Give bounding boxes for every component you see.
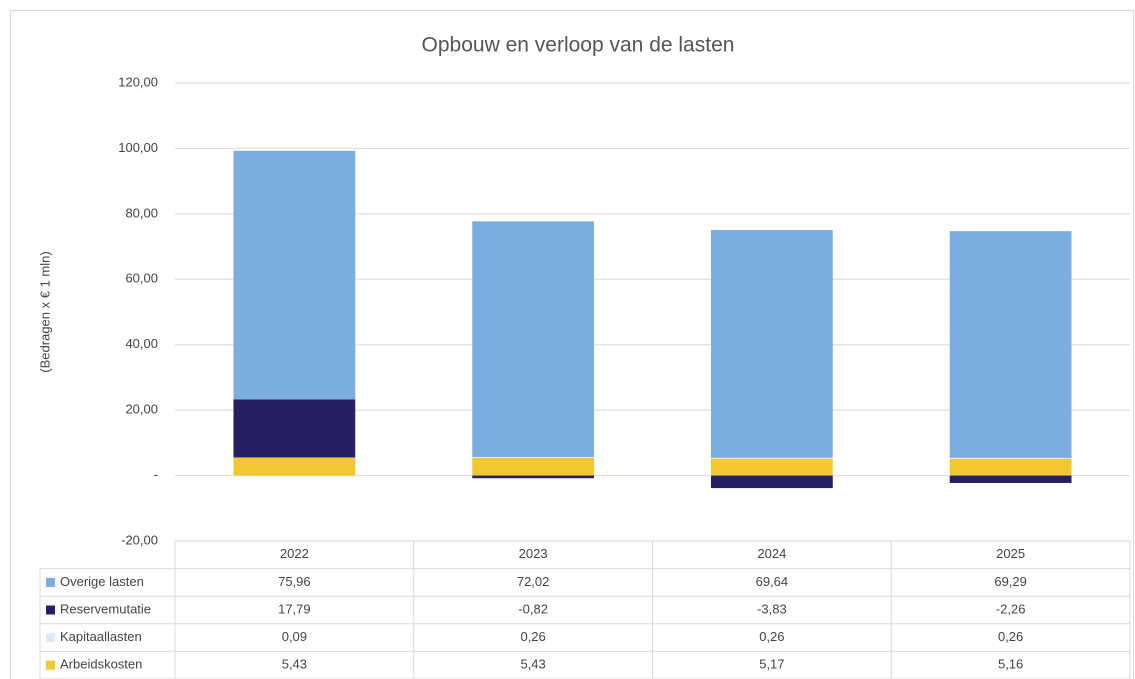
table-value: 75,96 [278,574,311,589]
y-tick-label: 100,00 [118,140,158,155]
legend-swatch [46,605,55,615]
y-tick-label: 40,00 [125,336,158,351]
legend-label: Arbeidskosten [60,657,142,672]
bar-segment [233,399,356,458]
table-value: 69,29 [994,574,1027,589]
bar-segment [949,475,1072,483]
bar-segment [710,475,833,489]
y-tick-label: 20,00 [125,402,158,417]
bar-segment [710,457,833,459]
table-value: 5,17 [759,657,784,672]
table-value: 0,26 [998,629,1023,644]
bar-segment [710,229,833,458]
table-value: -3,83 [757,601,787,616]
bar-segment [949,231,1072,458]
table-value: 72,02 [517,574,550,589]
legend-swatch [46,660,55,670]
bar-segment [233,150,356,400]
bar-segment [949,458,1072,476]
legend-swatch [46,577,55,587]
bar-segment [472,475,595,479]
table-value: 69,64 [756,574,789,589]
x-tick-label: 2024 [757,546,786,561]
y-tick-label: 60,00 [125,271,158,286]
bar-segment [949,457,1072,459]
legend-label: Reservemutatie [60,601,151,616]
x-tick-label: 2023 [519,546,548,561]
bar-segment [233,457,356,476]
table-value: 0,26 [759,629,784,644]
bar-segment [710,458,833,476]
y-axis-label: (Bedragen x € 1 mln) [37,251,52,372]
table-value: 17,79 [278,601,311,616]
table-value: 5,43 [520,657,545,672]
y-tick-label: 80,00 [125,205,158,220]
table-value: 0,26 [520,629,545,644]
bar-segment [472,457,595,476]
x-tick-label: 2022 [280,546,309,561]
table-value: 5,43 [282,657,307,672]
table-value: -0,82 [518,601,548,616]
table-value: 5,16 [998,657,1023,672]
table-value: 0,09 [282,629,307,644]
chart-frame [10,10,1134,679]
x-tick-label: 2025 [996,546,1025,561]
chart-title: Opbouw en verloop van de lasten [422,34,735,57]
bar-segment [472,456,595,458]
legend-label: Overige lasten [60,574,144,589]
legend-swatch [46,633,55,643]
y-tick-label: - [154,467,158,482]
y-tick-label: 120,00 [118,74,158,89]
legend-label: Kapitaallasten [60,629,142,644]
y-tick-label: -20,00 [121,532,158,547]
table-value: -2,26 [996,601,1026,616]
bar-segment [472,221,595,457]
